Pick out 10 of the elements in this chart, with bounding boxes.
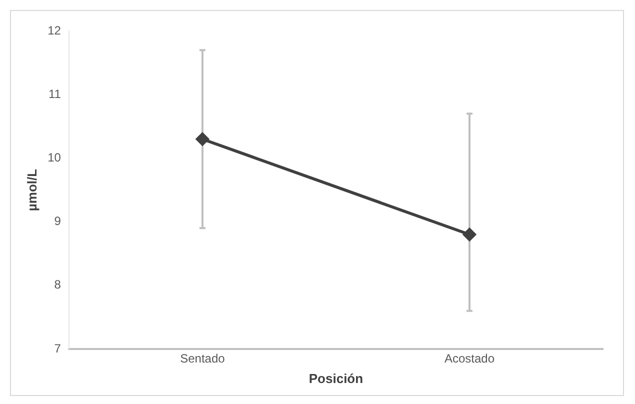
y-tick-label: 10	[48, 150, 62, 165]
y-axis-title: µmol/L	[24, 168, 40, 212]
x-tick-label: Sentado	[180, 352, 226, 366]
y-tick-label: 7	[54, 341, 62, 356]
x-axis-title: Posición	[308, 370, 364, 386]
x-tick-label: Acostado	[444, 352, 495, 366]
y-tick-label: 8	[54, 278, 62, 292]
y-tick-label: 11	[48, 86, 62, 101]
y-tick-label: 12	[48, 23, 62, 38]
y-tick-label: 9	[54, 214, 62, 228]
